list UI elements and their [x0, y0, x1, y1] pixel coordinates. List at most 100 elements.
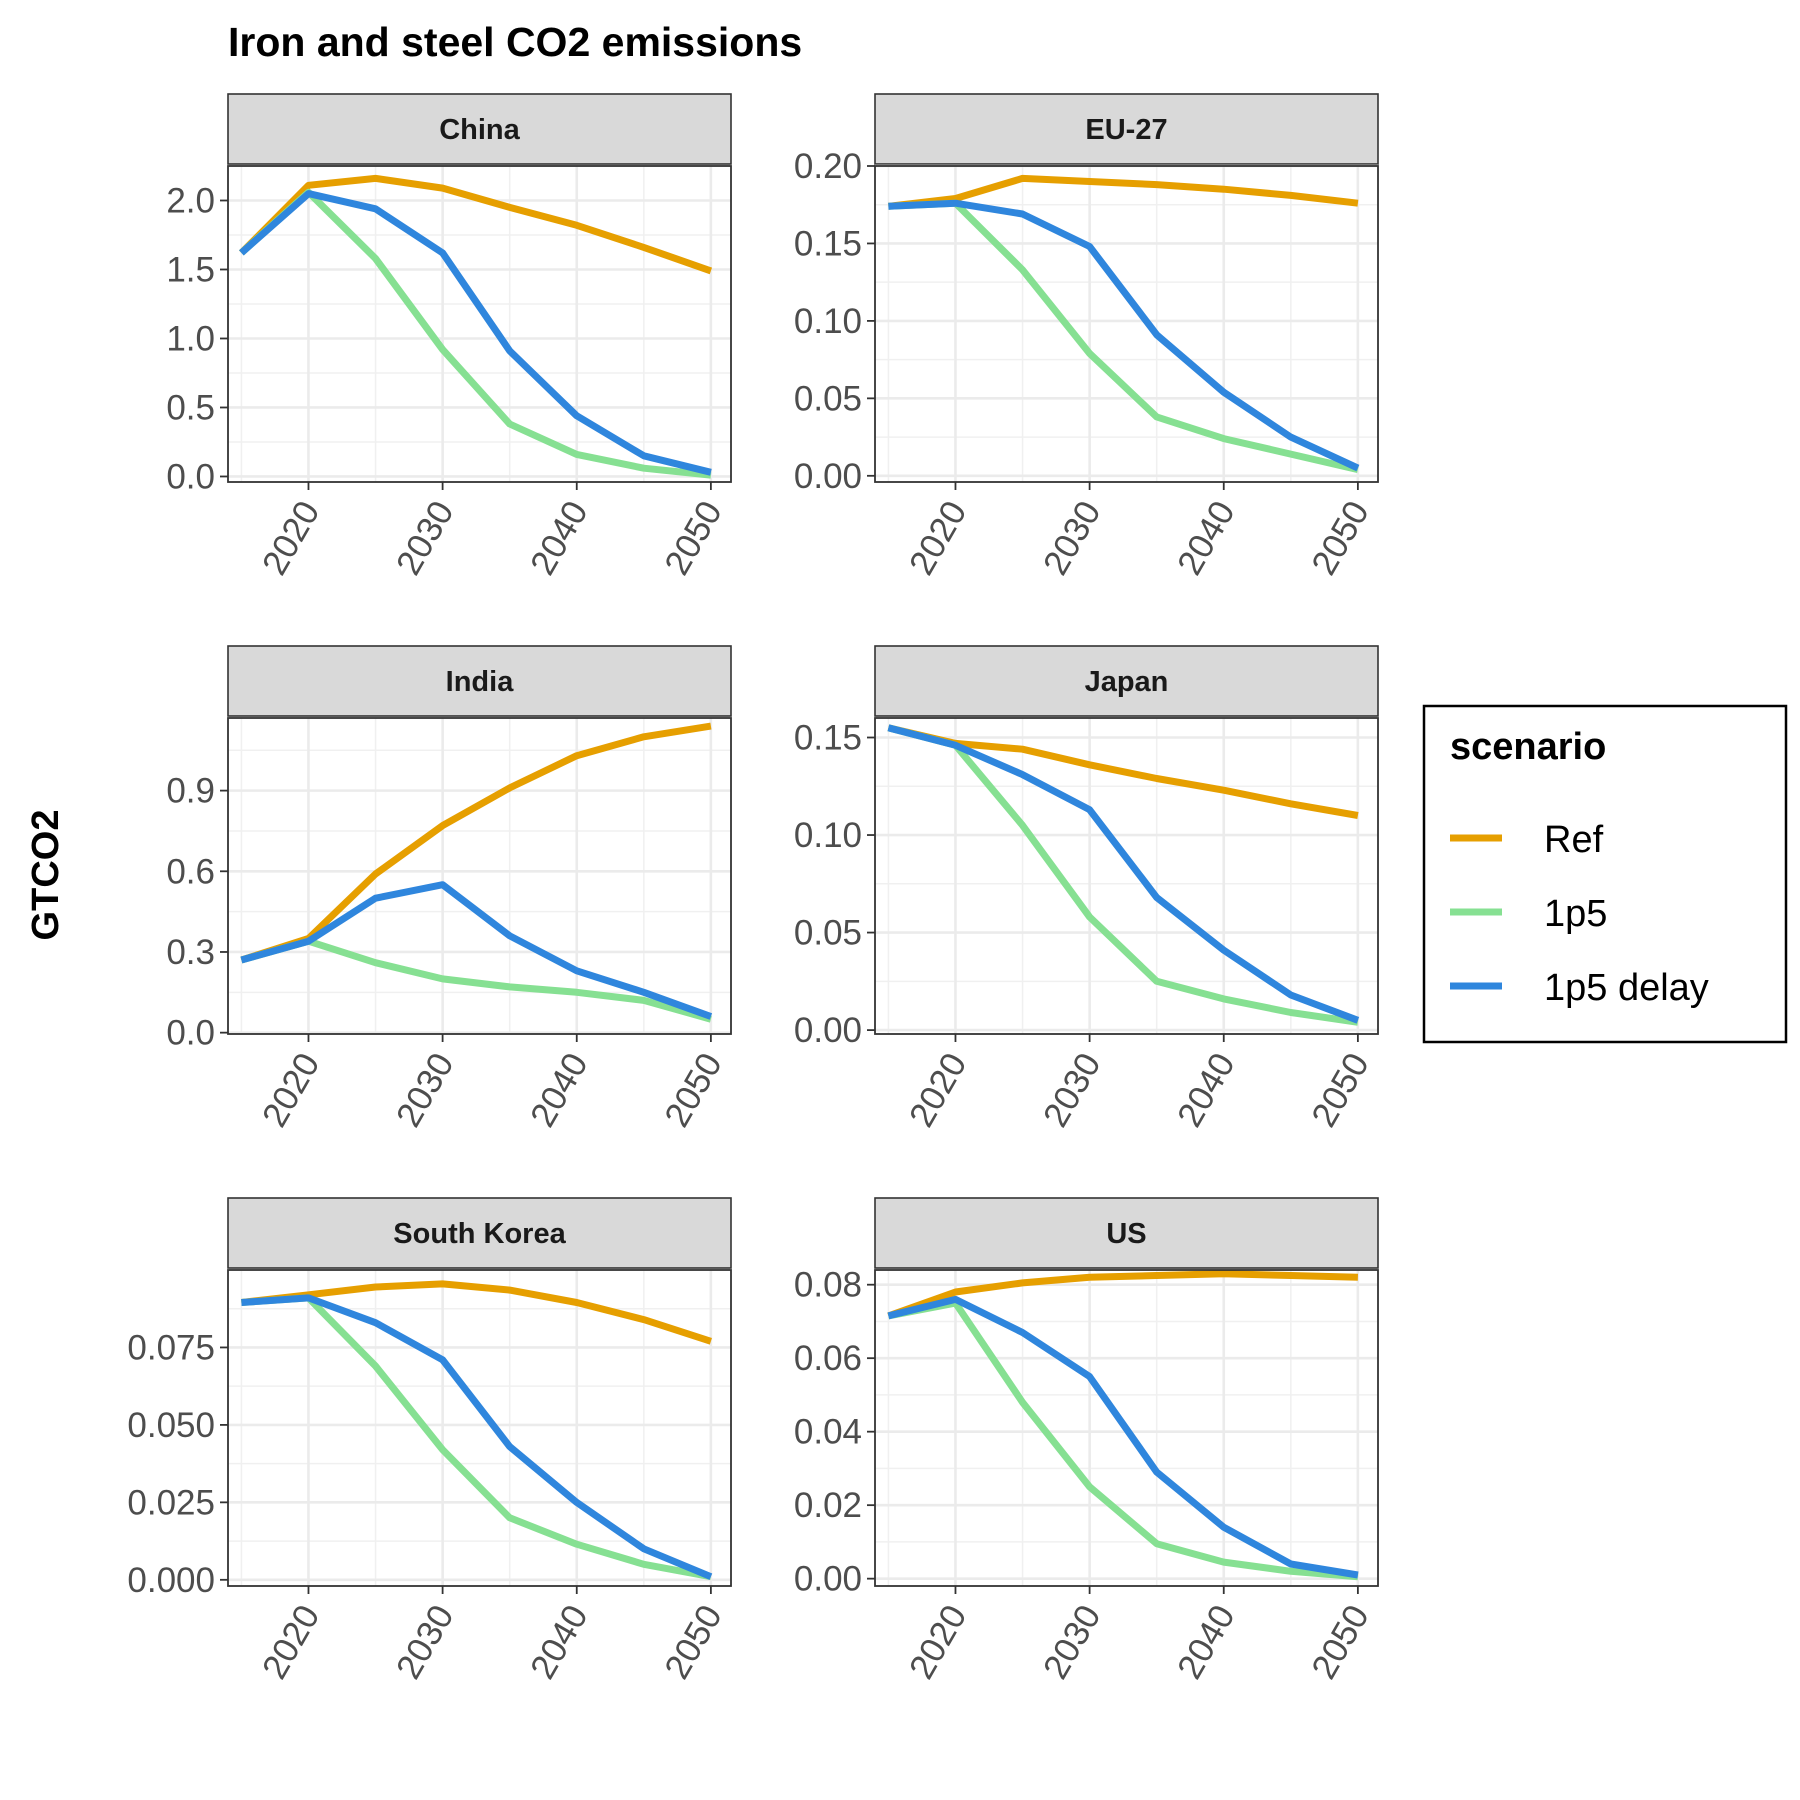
y-tick-label: 0.00 [794, 1560, 862, 1599]
x-tick-label: 2040 [1170, 1047, 1243, 1134]
panel-india: India 0.0 0.3 0.6 0.9 2020 2030 2040 2050 [166, 645, 732, 1134]
legend-label-1p5-delay: 1p5 delay [1544, 967, 1709, 1009]
facet-label-eu-27: EU-27 [1085, 114, 1167, 146]
panel-background [228, 1270, 731, 1586]
facet-panels: China 0.0 0.5 1.0 1.5 2.0 2020 2030 2040 2050 EU-2… [127, 93, 1379, 1686]
panel-border [227, 1269, 732, 1587]
x-tick-label: 2020 [902, 495, 975, 582]
series-line-ref-south-korea [241, 1280, 712, 1345]
x-tick-label: 2020 [255, 495, 328, 582]
panel-eu-27: EU-27 0.00 0.05 0.10 0.15 0.20 2020 2030 2040 205… [794, 93, 1379, 582]
facet-label-south-korea: South Korea [393, 1218, 566, 1250]
x-tick-label: 2050 [657, 495, 730, 582]
x-tick-label: 2040 [523, 1047, 596, 1134]
series-line-1p5-delay-us [887, 1295, 1359, 1579]
panel-border [874, 165, 1379, 483]
y-tick-label: 0.05 [794, 379, 862, 418]
series-line-ref-china [238, 174, 713, 275]
y-tick-label: 0.000 [127, 1561, 215, 1600]
x-tick-label: 2050 [657, 1599, 730, 1686]
series-line-1p5-japan [887, 724, 1359, 1026]
y-tick-label: 0.20 [794, 147, 862, 186]
y-tick-label: 0.00 [794, 1011, 862, 1050]
panel-border [874, 1269, 1379, 1587]
x-tick-label: 2030 [389, 1599, 462, 1686]
facet-label-india: India [446, 666, 515, 698]
series-line-1p5-delay-south-korea [241, 1294, 713, 1580]
panel-japan: Japan 0.00 0.05 0.10 0.15 2020 2030 2040 2050 [794, 645, 1379, 1134]
panel-border [874, 717, 1379, 1035]
y-tick-label: 0.050 [127, 1406, 215, 1445]
legend-label-1p5: 1p5 [1544, 893, 1607, 935]
panel-border [227, 717, 732, 1035]
panel-background [228, 166, 731, 482]
legend-item-ref: Ref [1450, 819, 1604, 861]
y-tick-label: 1.0 [166, 319, 215, 358]
facet-strip-japan [874, 645, 1379, 717]
y-tick-label: 0.08 [794, 1266, 862, 1305]
x-tick-label: 2020 [255, 1047, 328, 1134]
y-tick-label: 0.3 [166, 933, 215, 972]
x-tick-label: 2020 [255, 1599, 328, 1686]
y-tick-label: 0.9 [166, 772, 215, 811]
y-tick-label: 0.05 [794, 914, 862, 953]
panel-south-korea: South Korea 0.000 0.025 0.050 0.075 2020 2030 2… [127, 1197, 732, 1686]
series-line-1p5-delay-china [239, 190, 712, 476]
x-tick-label: 2050 [1304, 1599, 1377, 1686]
legend-item-1p5: 1p5 [1450, 893, 1607, 935]
y-tick-label: 0.6 [166, 852, 215, 891]
x-tick-label: 2040 [1170, 495, 1243, 582]
x-tick-label: 2040 [1170, 1599, 1243, 1686]
panel-us: US 0.00 0.02 0.04 0.06 0.08 2020 2030 2040 2050 [794, 1197, 1379, 1686]
series-line-1p5-china [239, 188, 712, 479]
x-tick-label: 2050 [1304, 1047, 1377, 1134]
x-tick-label: 2020 [902, 1047, 975, 1134]
series-line-1p5-delay-japan [887, 724, 1360, 1024]
x-tick-label: 2040 [523, 495, 596, 582]
y-axis-label: GTCO2 [25, 810, 67, 941]
facet-strip-us [874, 1197, 1379, 1269]
series-line-1p5-delay-eu-27 [888, 199, 1360, 472]
facet-label-china: China [439, 114, 520, 146]
facet-label-japan: Japan [1085, 666, 1169, 698]
facet-strip-south-korea [227, 1197, 732, 1269]
series-line-1p5-delay-india [240, 881, 713, 1020]
x-tick-label: 2050 [657, 1047, 730, 1134]
legend-item-1p5-delay: 1p5 delay [1450, 967, 1709, 1009]
y-tick-label: 1.5 [166, 250, 215, 289]
x-tick-label: 2020 [902, 1599, 975, 1686]
y-tick-label: 2.0 [166, 181, 215, 220]
y-tick-label: 0.5 [166, 388, 215, 427]
facet-strip-china [227, 93, 732, 165]
panel-background [875, 718, 1378, 1034]
y-tick-label: 0.04 [794, 1413, 862, 1452]
legend-title: scenario [1450, 726, 1606, 768]
y-tick-label: 0.06 [794, 1339, 862, 1378]
series-line-1p5-us [887, 1299, 1359, 1581]
x-tick-label: 2040 [523, 1599, 596, 1686]
y-tick-label: 0.10 [794, 816, 862, 855]
facet-label-us: US [1106, 1218, 1146, 1250]
y-tick-label: 0.0 [166, 1014, 215, 1053]
legend-label-ref: Ref [1544, 819, 1604, 861]
y-tick-label: 0.0 [166, 457, 215, 496]
series-line-ref-eu-27 [887, 174, 1359, 210]
series-line-ref-india [240, 722, 712, 964]
panel-china: China 0.0 0.5 1.0 1.5 2.0 2020 2030 2040 2050 [166, 93, 732, 582]
facet-strip-eu-27 [874, 93, 1379, 165]
y-tick-label: 0.02 [794, 1486, 862, 1525]
x-tick-label: 2030 [389, 1047, 462, 1134]
x-tick-label: 2030 [1036, 495, 1109, 582]
x-tick-label: 2030 [389, 495, 462, 582]
panel-border [227, 165, 732, 483]
chart-title: Iron and steel CO2 emissions [228, 19, 802, 65]
y-tick-label: 0.075 [127, 1328, 215, 1367]
series-line-ref-us [887, 1270, 1358, 1320]
series-line-ref-japan [887, 724, 1359, 819]
series-line-1p5-south-korea [241, 1294, 712, 1581]
series-line-1p5-eu-27 [888, 199, 1359, 474]
x-tick-label: 2030 [1036, 1047, 1109, 1134]
x-tick-label: 2050 [1304, 495, 1377, 582]
